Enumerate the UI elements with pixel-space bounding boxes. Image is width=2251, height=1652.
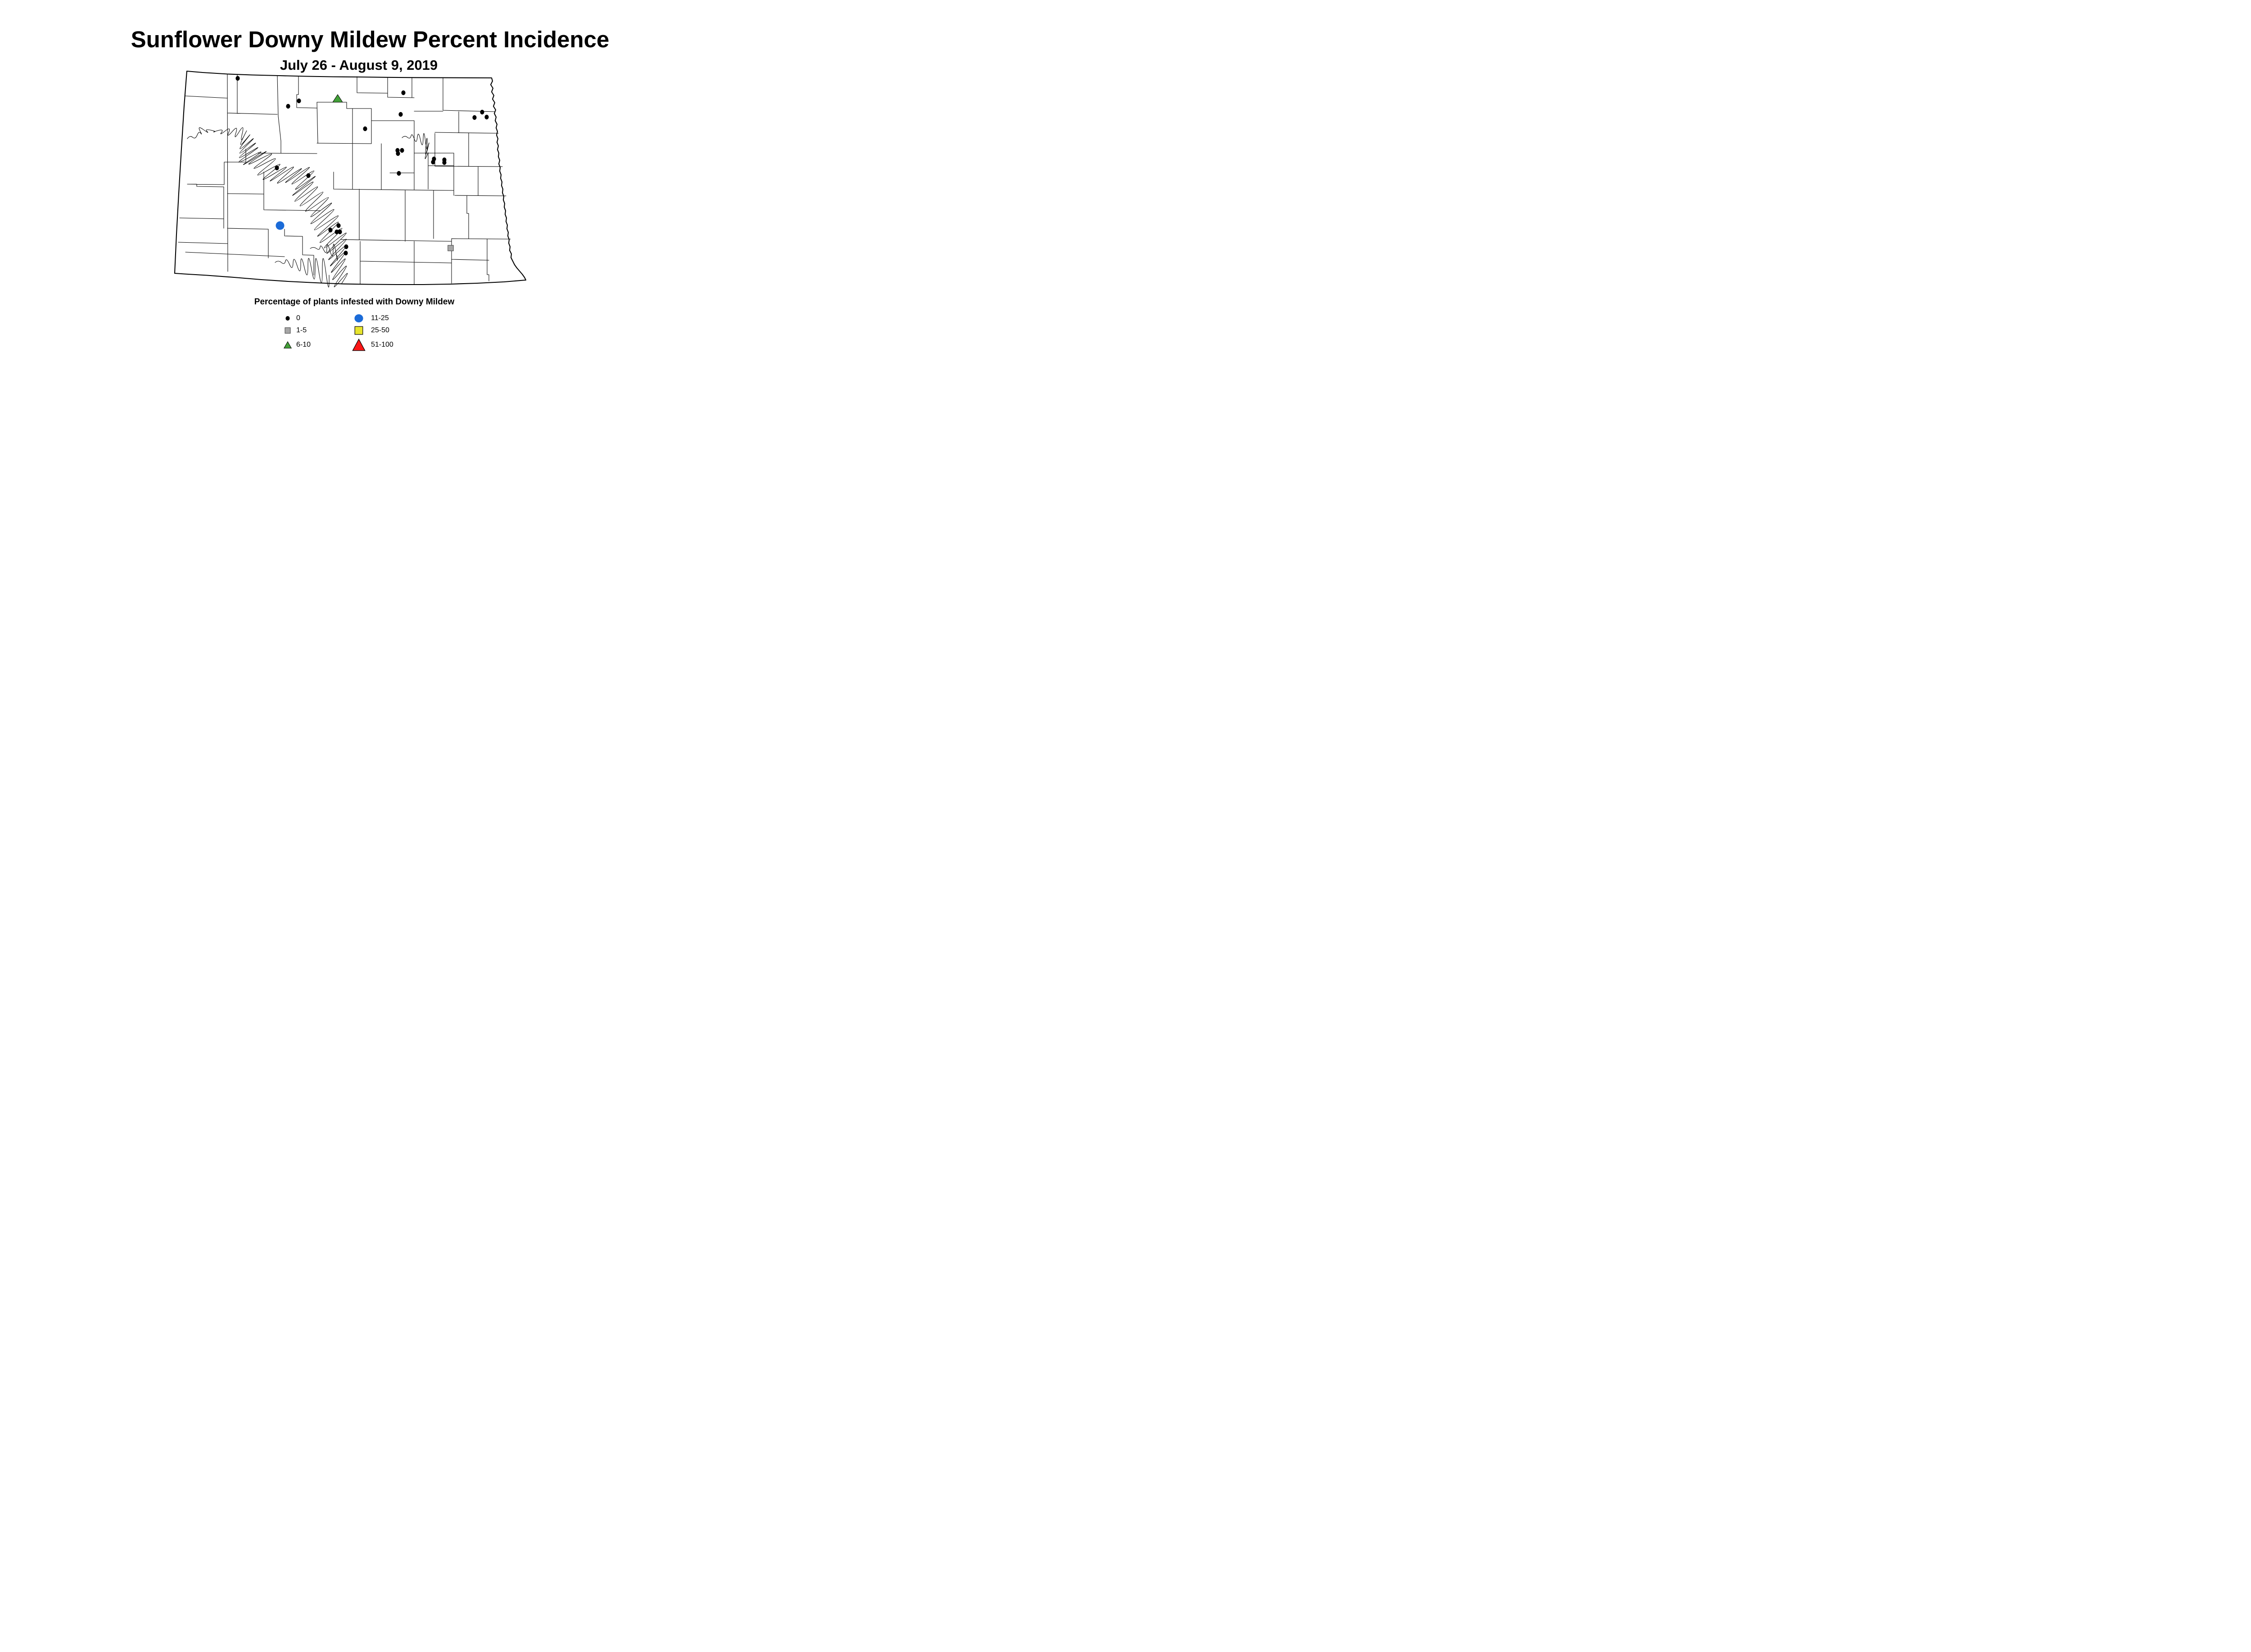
map-marker-dot-0 <box>334 229 339 235</box>
legend-label-6-10: 6-10 <box>296 341 311 349</box>
heart-river <box>310 244 338 261</box>
map-marker-dot-0 <box>338 229 342 235</box>
legend-dot-0-icon <box>285 316 290 321</box>
map-marker-triangle-6-10 <box>332 94 343 103</box>
map-marker-dot-0 <box>275 165 279 171</box>
legend-square-1-5-icon <box>285 327 291 334</box>
legend-triangle-51-100-icon <box>352 339 366 351</box>
page-title: Sunflower Downy Mildew Percent Incidence <box>131 27 610 52</box>
map-marker-dot-0 <box>297 98 301 104</box>
map-marker-dot-0 <box>398 112 403 117</box>
map-marker-dot-0 <box>344 250 348 256</box>
page-subtitle: July 26 - August 9, 2019 <box>280 57 438 73</box>
map-marker-dot-0 <box>396 151 400 156</box>
legend-label-1-5: 1-5 <box>296 326 307 334</box>
map-marker-dot-0 <box>235 76 240 81</box>
map-marker-square-1-5 <box>447 245 454 251</box>
map-marker-dot-0 <box>286 104 290 109</box>
map-marker-dot-0 <box>431 159 435 165</box>
cannonball-river <box>275 258 330 288</box>
map-marker-dot-0 <box>328 227 333 233</box>
missouri-river-lake-sakakawea <box>187 127 348 287</box>
map-marker-dot-0 <box>484 114 489 120</box>
legend-title: Percentage of plants infested with Downy… <box>254 297 455 307</box>
map-marker-dot-0 <box>397 171 401 176</box>
legend-square-25-50-icon <box>354 326 363 335</box>
devils-lake-river <box>402 133 429 159</box>
map-marker-layer <box>235 76 489 256</box>
map-marker-dot-0 <box>401 90 406 95</box>
state-outline <box>174 70 527 285</box>
legend-label-25-50: 25-50 <box>371 326 389 334</box>
map-marker-dot-0 <box>442 160 447 165</box>
legend-label-11-25: 11-25 <box>371 314 389 322</box>
map-marker-dot-0 <box>363 126 367 131</box>
north-dakota-county-map <box>174 70 527 288</box>
county-boundaries <box>178 74 511 285</box>
map-marker-dot-0 <box>306 173 311 178</box>
map-marker-dot-0 <box>344 244 348 249</box>
legend-label-51-100: 51-100 <box>371 341 393 349</box>
map-marker-dot-0 <box>480 109 484 115</box>
map-marker-circle-11-25 <box>276 221 285 230</box>
legend-circle-11-25-icon <box>354 314 363 322</box>
map-marker-dot-0 <box>336 223 341 228</box>
map-marker-dot-0 <box>472 115 477 120</box>
legend-triangle-6-10-icon <box>284 341 292 349</box>
map-marker-dot-0 <box>400 148 404 153</box>
legend-label-0: 0 <box>296 314 300 322</box>
